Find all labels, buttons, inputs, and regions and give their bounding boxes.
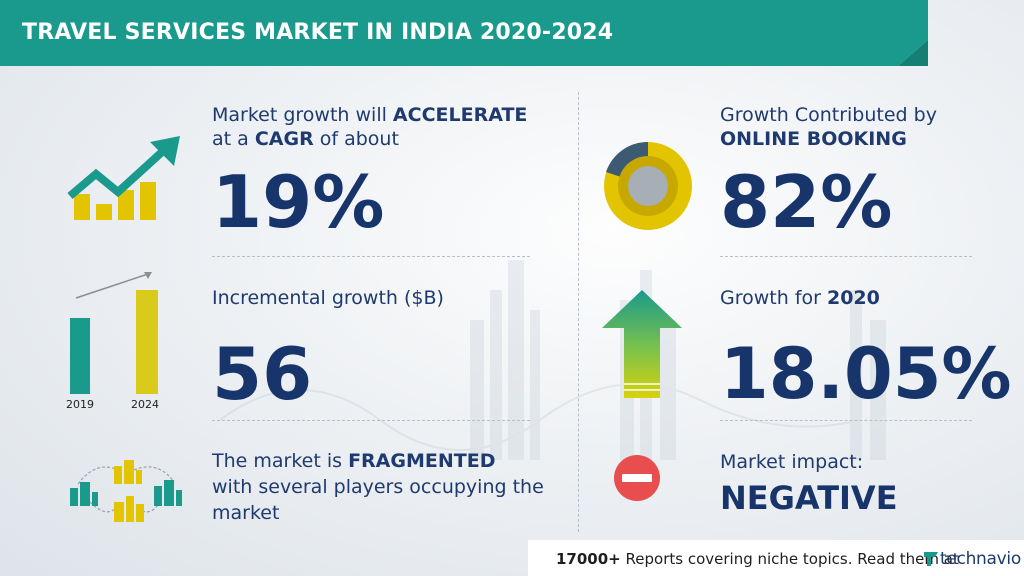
incremental-label: Incremental growth ($B) <box>212 287 444 309</box>
minus-circle-icon <box>614 455 660 501</box>
section-divider <box>720 256 972 257</box>
header-banner <box>0 0 928 66</box>
technavio-logo-icon <box>924 552 938 566</box>
growth-2020-value: 18.05% <box>720 333 1012 415</box>
growth-chart-icon <box>67 136 180 220</box>
section-divider <box>212 256 530 257</box>
impact-value: NEGATIVE <box>720 479 898 517</box>
growth-2020-label: Growth for 2020 <box>720 287 880 309</box>
page-title: TRAVEL SERVICES MARKET IN INDIA 2020-202… <box>22 20 614 45</box>
network-buildings-icon <box>70 460 182 522</box>
column-divider <box>578 92 579 532</box>
incremental-value: 56 <box>212 332 313 416</box>
year-end-label: 2024 <box>131 398 159 411</box>
online-description: Growth Contributed by ONLINE BOOKING <box>720 104 937 150</box>
section-divider <box>212 420 530 421</box>
fragmented-description: The market is FRAGMENTED with several pl… <box>212 450 544 524</box>
up-arrow-icon <box>602 290 682 398</box>
section-divider <box>720 420 972 421</box>
bar-compare-icon <box>70 272 158 394</box>
footer-text: 17000+ Reports covering niche topics. Re… <box>556 550 959 568</box>
cagr-value: 19% <box>212 160 385 244</box>
year-start-label: 2019 <box>66 398 94 411</box>
technavio-logo[interactable]: technavio <box>940 549 1021 569</box>
online-value: 82% <box>720 160 893 244</box>
footer-bar <box>528 540 1024 576</box>
donut-icon <box>604 141 692 230</box>
cagr-description: Market growth will ACCELERATE at a CAGR … <box>212 104 528 150</box>
impact-label: Market impact: <box>720 451 864 473</box>
